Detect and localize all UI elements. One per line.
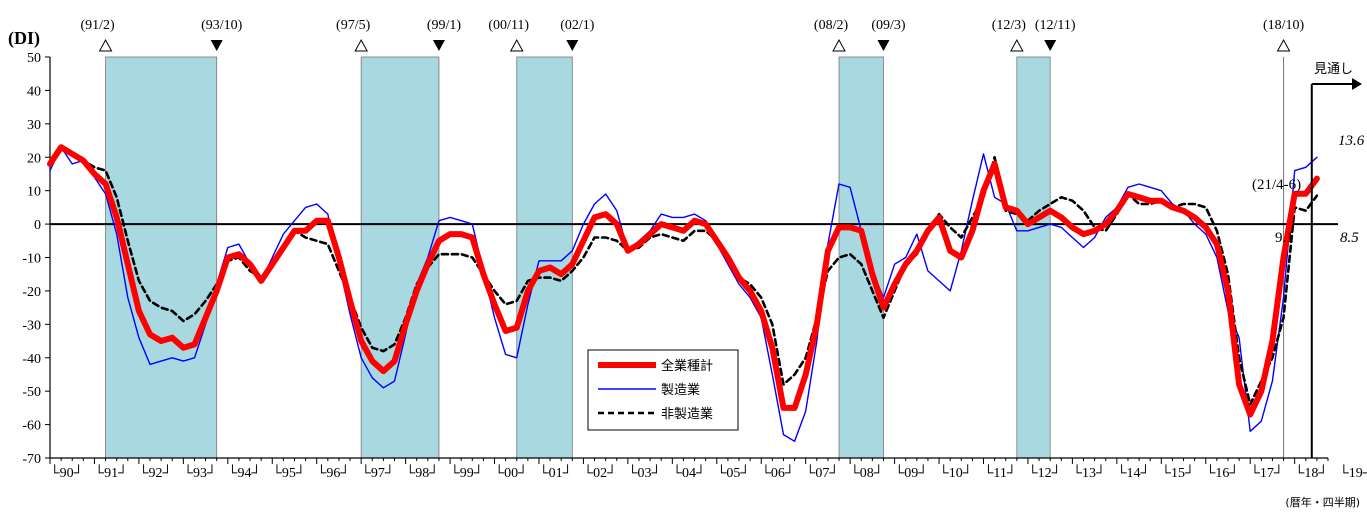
forecast-label: 見通し [1314, 62, 1353, 77]
y-tick-label: 40 [27, 84, 41, 99]
y-tick-label: -60 [22, 419, 41, 434]
business-cycle-markers: (91/2) (93/10) (97/5) (99/1) (00/11) (02/1) (0… [80, 18, 1305, 52]
legend-label-2: 非製造業 [661, 406, 713, 422]
x-tick-label: └00┘ [494, 464, 528, 481]
trough-marker-1 [432, 40, 445, 51]
x-tick-label: └10┘ [939, 464, 973, 481]
peak-marker-18-10 [1276, 38, 1291, 52]
x-tick-label: └02┘ [583, 464, 617, 481]
y-tick-label: 20 [27, 151, 41, 166]
trough-marker-0 [210, 40, 223, 51]
y-tick-label: -70 [22, 452, 41, 467]
x-tick-label: └09┘ [894, 464, 928, 481]
all-industries-forecast-label: 13.6 [1338, 133, 1365, 149]
y-tick-label: -40 [22, 352, 41, 367]
x-tick-label: └12┘ [1028, 464, 1062, 481]
x-axis-label: (暦年・四半期) [1285, 495, 1360, 509]
x-tick-label: └05┘ [717, 464, 751, 481]
peak-label-18-10: (18/10) [1263, 18, 1305, 33]
trough-label-1: (99/1) [427, 18, 462, 33]
x-tick-label: └92┘ [139, 464, 173, 481]
y-axis-label: (DI) [8, 28, 40, 49]
peak-marker-1 [354, 38, 369, 52]
y-tick-label: -30 [22, 318, 41, 333]
x-tick-label: └95┘ [272, 464, 306, 481]
x-tick-label: └91┘ [94, 464, 128, 481]
peak-label-1: (97/5) [336, 18, 371, 33]
series-lines [47, 144, 1320, 442]
trough-label-2: (02/1) [560, 18, 595, 33]
recession-shading [105, 56, 1285, 459]
x-tick-label: └14┘ [1117, 464, 1151, 481]
x-tick-label: └90┘ [50, 464, 84, 481]
peak-label-4: (12/3) [992, 18, 1027, 33]
x-tick-label: └17┘ [1250, 464, 1284, 481]
x-tick-label: └07┘ [805, 464, 839, 481]
trough-label-0: (93/10) [201, 18, 243, 33]
legend-label-1: 製造業 [661, 382, 700, 398]
annotations: 見通し (21/4-6) 9.1 13.6 8.5 [1252, 62, 1365, 458]
x-tick-label: └19┘ [1339, 464, 1367, 481]
y-tick-label: 30 [27, 118, 41, 133]
x-tick-label: └08┘ [850, 464, 884, 481]
peak-marker-4 [1009, 38, 1024, 52]
peak-marker-0 [98, 38, 113, 52]
x-tick-label: └03┘ [628, 464, 662, 481]
trough-marker-4 [1044, 40, 1057, 51]
legend-label-0: 全業種計 [661, 358, 713, 374]
x-tick-label: └16┘ [1206, 464, 1240, 481]
forecast-period-label: (21/4-6) [1252, 177, 1301, 193]
forecast-arrow-head [1352, 78, 1362, 90]
recession-band-2 [516, 56, 573, 459]
y-tick-label: 0 [34, 218, 41, 233]
recession-band-4 [1016, 56, 1051, 459]
x-tick-label: └01┘ [539, 464, 573, 481]
peak-label-0: (91/2) [80, 18, 115, 33]
axes: (DI) 50 40 30 20 10 0 -10 -20 -30 -40 -50 -60 -70 └90┘… [8, 28, 1367, 509]
x-tick-label: └15┘ [1161, 464, 1195, 481]
x-tick-label: └06┘ [761, 464, 795, 481]
trough-marker-3 [877, 40, 890, 51]
x-tick-label: └04┘ [672, 464, 706, 481]
trough-label-4: (12/11) [1035, 18, 1076, 33]
peak-label-3: (08/2) [814, 18, 849, 33]
trough-label-3: (09/3) [871, 18, 906, 33]
non-manufacturing-forecast-label: 8.5 [1340, 230, 1359, 246]
x-tick-label: └93┘ [183, 464, 217, 481]
x-tick-label: └98┘ [405, 464, 439, 481]
x-tick-label: └18┘ [1294, 464, 1328, 481]
y-tick-label: -50 [22, 385, 41, 400]
x-tick-label: └97┘ [361, 464, 395, 481]
peak-marker-2 [509, 38, 524, 52]
x-tick-label: └11┘ [984, 464, 1017, 481]
recession-band-0 [105, 56, 218, 459]
recession-band-1 [360, 56, 440, 459]
all-industries-value-label: 9.1 [1275, 230, 1294, 246]
y-tick-label: 50 [27, 51, 41, 66]
y-tick-label: -20 [22, 285, 41, 300]
peak-marker-3 [832, 38, 846, 52]
recession-band-3 [838, 56, 884, 459]
x-tick-label: └99┘ [450, 464, 484, 481]
trough-marker-2 [566, 40, 579, 51]
x-tick-label: └96┘ [316, 464, 350, 481]
y-tick-label: 10 [27, 185, 41, 200]
x-tick-label: └94┘ [228, 464, 262, 481]
x-tick-label: └13┘ [1072, 464, 1106, 481]
series-line-0 [47, 144, 1320, 418]
peak-label-2: (00/11) [488, 18, 529, 33]
y-tick-label: -10 [22, 252, 41, 267]
